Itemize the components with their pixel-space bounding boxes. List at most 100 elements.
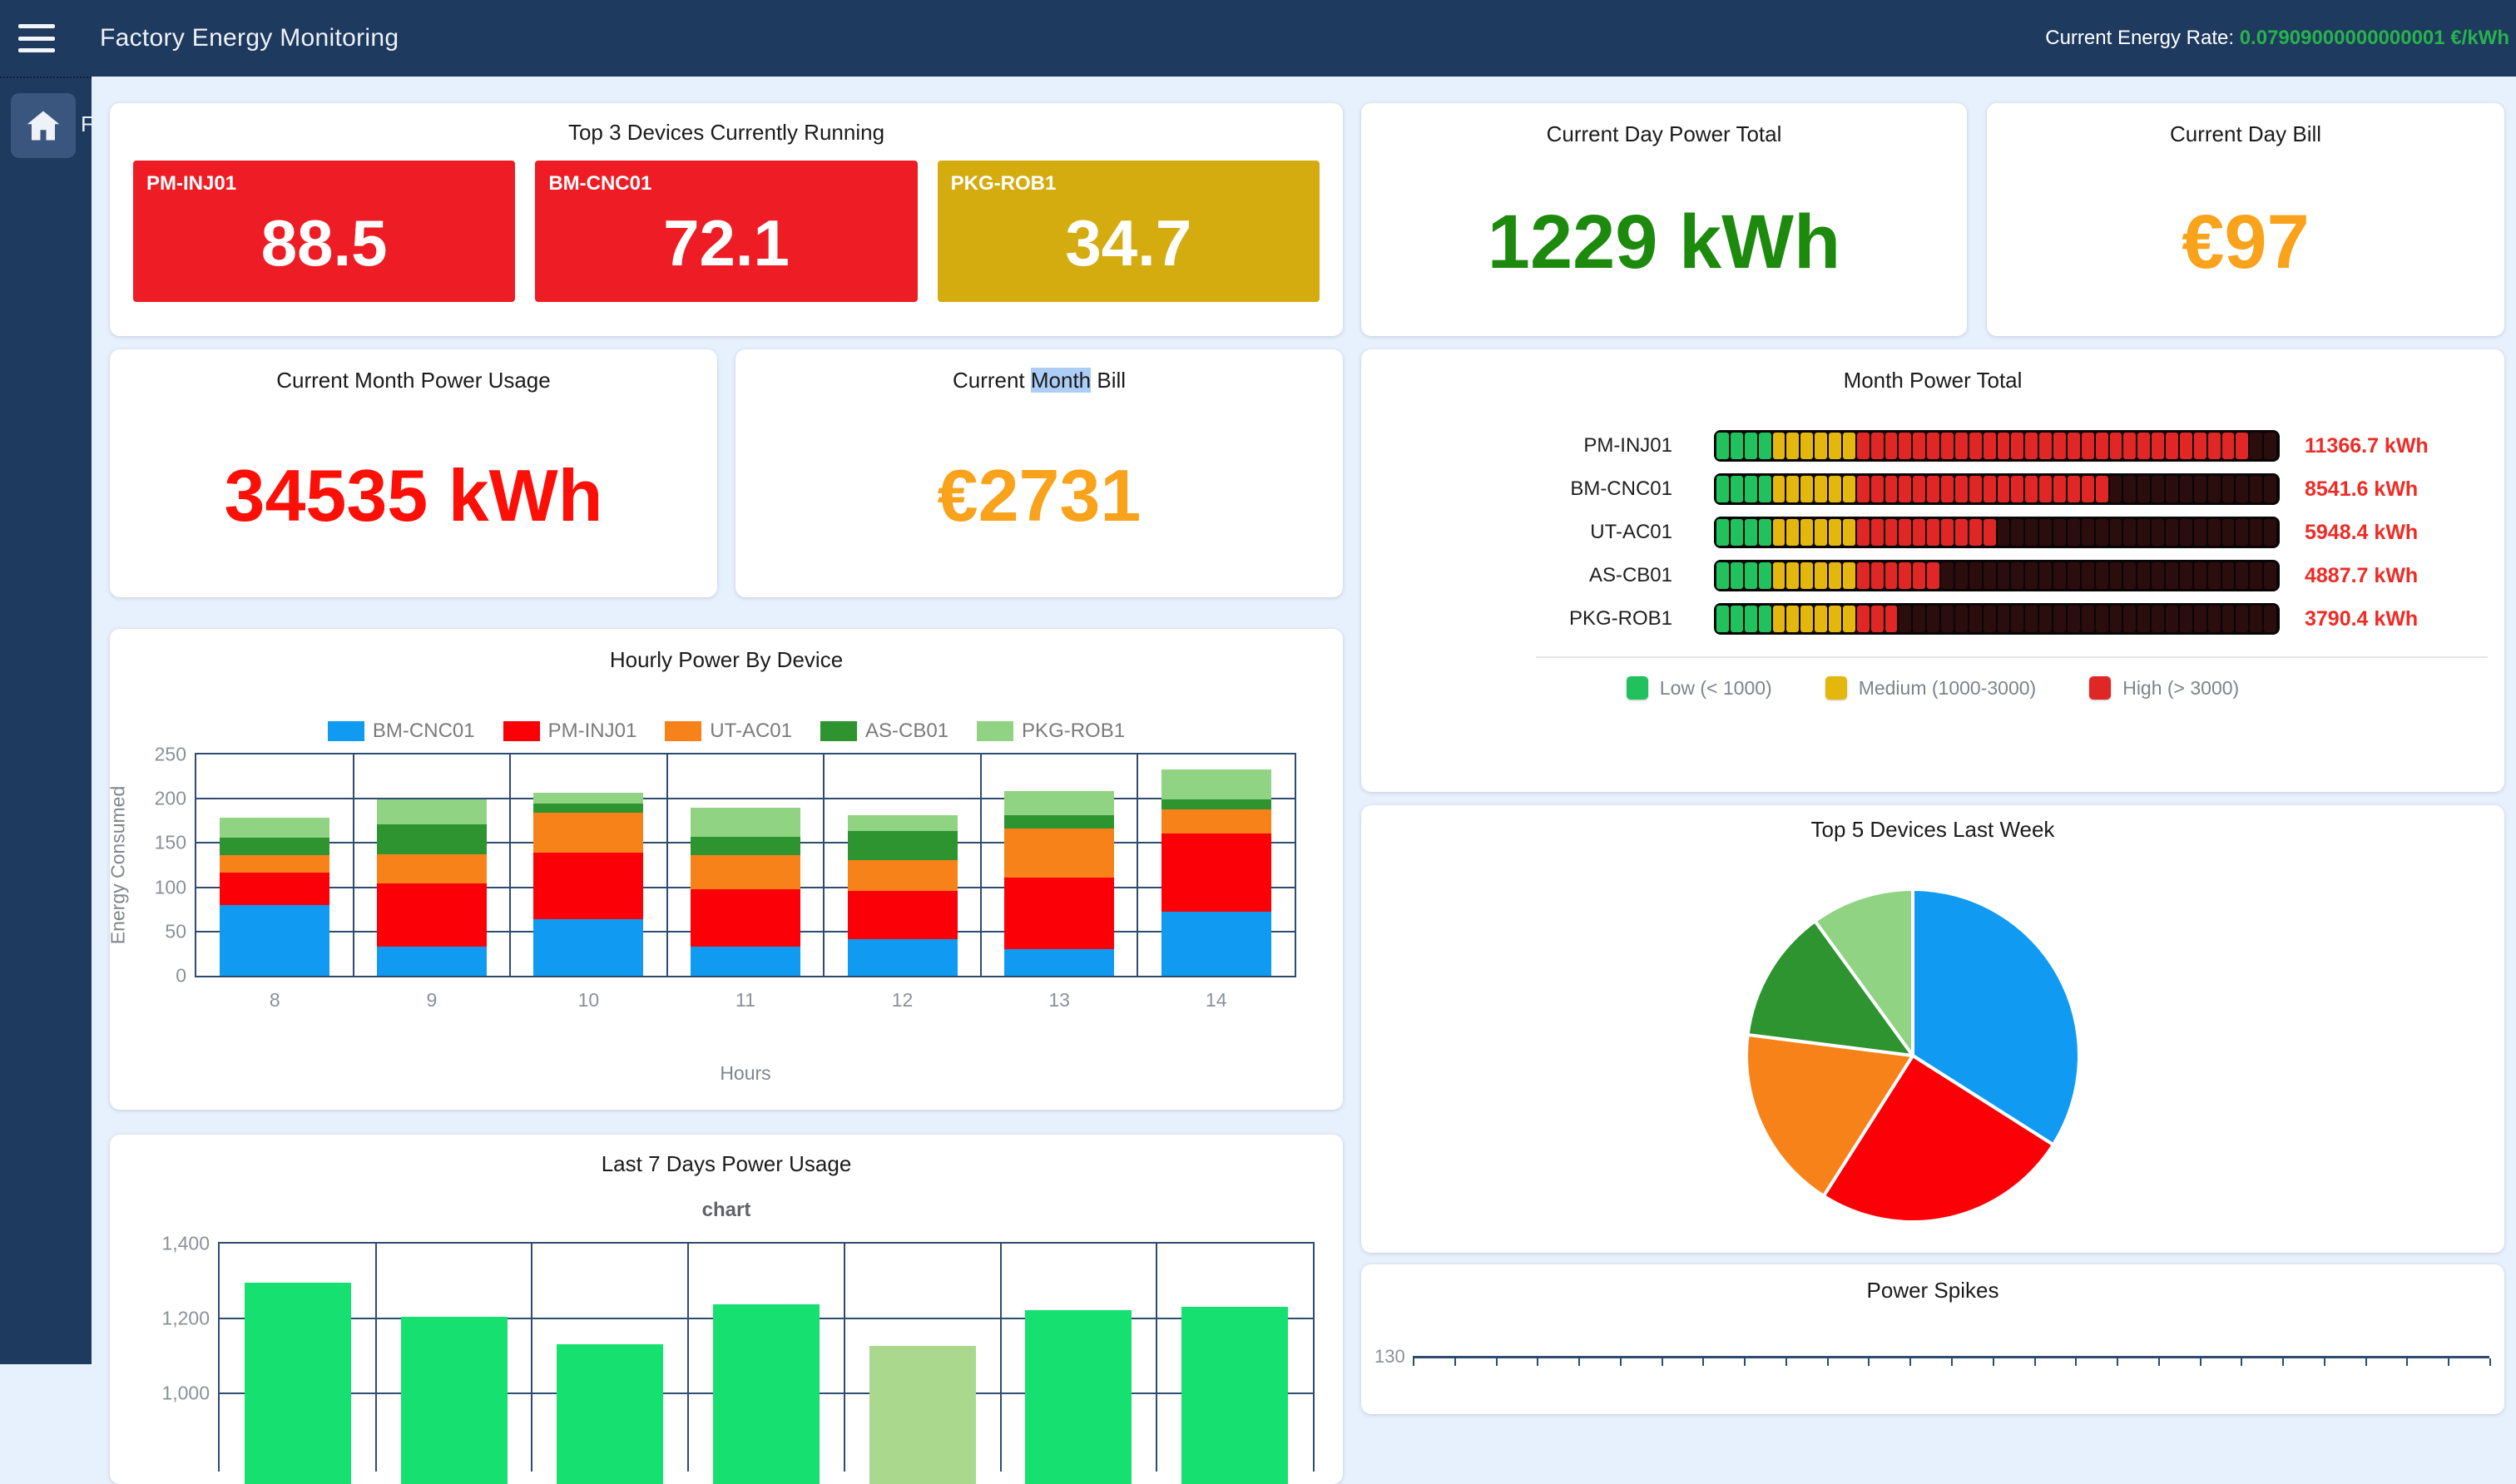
bar-segment (533, 804, 643, 814)
led-segment (1815, 606, 1827, 632)
led-segment (2039, 606, 2052, 632)
led-segment (1941, 476, 1954, 502)
power-spikes-axis (1413, 1356, 2489, 1368)
hourly-chart-plot: Energy Consumed Hours 050100150200250891… (195, 753, 1296, 977)
led-segment (2152, 433, 2164, 459)
hourly-legend-item[interactable]: AS-CB01 (820, 720, 948, 743)
led-segment (2068, 476, 2080, 502)
top5-pie-title: Top 5 Devices Last Week (1361, 817, 2504, 843)
x-axis-tick-mark (1993, 1358, 1994, 1366)
x-axis-tick-mark (1620, 1358, 1622, 1366)
bar-segment (1004, 791, 1114, 816)
led-segment (1829, 433, 1841, 459)
led-segment (1800, 519, 1813, 546)
led-segment (2082, 519, 2094, 546)
led-segment (2039, 519, 2052, 546)
led-segment (1955, 562, 1968, 589)
led-segment (1885, 476, 1898, 502)
energy-rate-unit: €/kWh (2450, 27, 2509, 49)
y-axis-tick: 1,200 (161, 1308, 210, 1330)
top5-pie-card: Top 5 Devices Last Week (1361, 805, 2504, 1253)
hourly-legend-item[interactable]: UT-AC01 (665, 720, 792, 743)
stacked-bar (533, 793, 643, 976)
led-segment (1843, 562, 1855, 589)
led-segment (1955, 433, 1968, 459)
led-segment (1871, 433, 1884, 459)
led-segment (1843, 433, 1855, 459)
x-axis-tick-mark (1413, 1358, 1414, 1366)
bar-segment (691, 808, 800, 837)
led-segment (2264, 562, 2276, 589)
led-value: 3790.4 kWh (2305, 607, 2418, 631)
x-axis-tick-mark (1537, 1358, 1538, 1366)
month-total-title: Month Power Total (1361, 368, 2504, 393)
led-segment (2025, 476, 2038, 502)
led-value: 8541.6 kWh (2305, 477, 2418, 502)
led-segment (1716, 519, 1729, 546)
x-axis-tick-mark (1454, 1358, 1456, 1366)
x-axis-tick-mark (1578, 1358, 1580, 1366)
legend-label: High (> 3000) (2122, 677, 2239, 700)
led-segment (1745, 476, 1757, 502)
led-segment (2082, 562, 2094, 589)
top3-tile: PM-INJ01 88.5 (133, 161, 515, 302)
hourly-legend-item[interactable]: PKG-ROB1 (977, 720, 1125, 743)
sidebar-nav-label-clipped: F (81, 111, 92, 137)
y-axis-tick: 100 (155, 876, 186, 898)
x-axis-tick-mark (1496, 1358, 1498, 1366)
led-segment (1941, 519, 1954, 546)
x-axis-tick-mark (1662, 1358, 1663, 1366)
led-segment (1773, 519, 1785, 546)
power-spikes-ytick: 130 (1374, 1346, 1405, 1368)
led-segment (2194, 606, 2206, 632)
x-axis-tick-mark (2158, 1358, 2160, 1366)
led-segment (2011, 562, 2023, 589)
led-row: UT-AC015948.4 kWh (1361, 517, 2504, 548)
app-title: Factory Energy Monitoring (100, 24, 399, 52)
x-axis-tick-mark (1702, 1358, 1704, 1366)
bar-segment (1161, 769, 1271, 799)
day-total-title: Current Day Power Total (1361, 121, 1967, 147)
bar-segment (1004, 949, 1114, 976)
led-segment (2250, 606, 2262, 632)
led-segment (2110, 606, 2122, 632)
led-row: PKG-ROB13790.4 kWh (1361, 603, 2504, 635)
month-bill-card: Current Month Bill €2731 (735, 349, 1343, 597)
led-segment (2123, 476, 2136, 502)
bar-segment (220, 873, 329, 905)
home-nav-button[interactable] (11, 93, 76, 158)
hourly-x-axis-title: Hours (196, 1062, 1295, 1085)
x-axis-tick-mark (2282, 1358, 2284, 1366)
y-axis-tick: 1,400 (161, 1233, 210, 1255)
led-segment (2096, 433, 2108, 459)
led-segment (1773, 606, 1785, 632)
led-segment (2068, 606, 2080, 632)
led-segment (1984, 606, 1996, 632)
led-segment (1716, 433, 1729, 459)
hourly-legend-item[interactable]: BM-CNC01 (328, 720, 475, 743)
led-value: 5948.4 kWh (2305, 521, 2418, 545)
x-axis-tick-mark (2406, 1358, 2408, 1366)
legend-label: Low (< 1000) (1660, 677, 1772, 700)
x-axis-tick: 11 (735, 989, 755, 1012)
legend-color-chip (1627, 676, 1648, 700)
legend-color-chip (503, 721, 540, 741)
led-segment (1857, 433, 1870, 459)
led-segment (2025, 562, 2038, 589)
led-segment (1786, 562, 1799, 589)
y-axis-tick: 1,000 (161, 1383, 210, 1405)
hourly-chart-legend: BM-CNC01 PM-INJ01 UT-AC01 AS-CB01 PKG-ROB1 (110, 720, 1343, 743)
led-segment (1815, 562, 1827, 589)
led-segment (2152, 606, 2164, 632)
y-axis-tick: 0 (176, 965, 186, 987)
led-segment (1716, 606, 1729, 632)
led-segment (1871, 562, 1884, 589)
hamburger-menu-icon[interactable] (18, 24, 57, 52)
led-segment (1829, 519, 1841, 546)
x-axis-tick-mark (2241, 1358, 2242, 1366)
hourly-legend-item[interactable]: PM-INJ01 (503, 720, 637, 743)
led-segment (1871, 606, 1884, 632)
led-device-label: AS-CB01 (1361, 564, 1672, 587)
led-segment (1913, 606, 1925, 632)
led-segment (2137, 476, 2150, 502)
